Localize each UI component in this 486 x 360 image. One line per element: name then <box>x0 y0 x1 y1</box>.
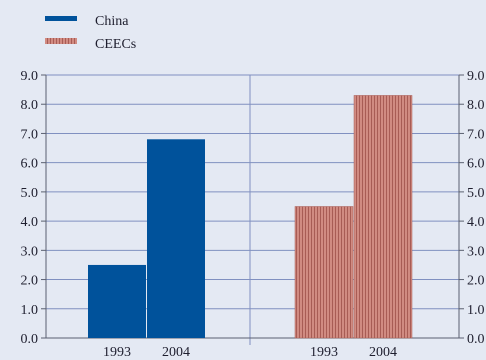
y-tick-label-right: 1.0 <box>467 303 485 318</box>
y-tick-label-right: 2.0 <box>467 274 485 289</box>
x-tick-label: 2004 <box>369 345 397 360</box>
y-tick-label-right: 5.0 <box>467 186 485 201</box>
x-tick-label: 1993 <box>103 345 131 360</box>
legend-label-ceecs: CEECs <box>95 37 136 52</box>
x-tick-label: 2004 <box>162 345 190 360</box>
y-tick-label-right: 9.0 <box>467 69 485 84</box>
y-tick-label-left: 6.0 <box>21 157 39 172</box>
y-tick-label-left: 4.0 <box>21 215 39 230</box>
legend-label-china: China <box>95 14 129 29</box>
legend: China CEECs <box>45 14 136 52</box>
y-ticks-left: 0.0 1.0 2.0 3.0 4.0 5.0 6.0 7.0 8.0 9.0 <box>21 69 46 347</box>
legend-swatch-ceecs <box>45 38 77 44</box>
y-tick-label-right: 7.0 <box>467 127 485 142</box>
y-tick-label-left: 0.0 <box>21 332 39 347</box>
bar-ceecs-2004 <box>353 95 413 339</box>
bar-china-2004 <box>147 139 205 338</box>
bar-ceecs-1993 <box>294 206 354 339</box>
y-tick-label-right: 6.0 <box>467 157 485 172</box>
y-tick-label-left: 1.0 <box>21 303 39 318</box>
y-tick-label-right: 3.0 <box>467 244 485 259</box>
bars <box>88 95 413 339</box>
x-tick-label: 1993 <box>310 345 338 360</box>
y-tick-label-left: 3.0 <box>21 244 39 259</box>
y-ticks-right: 0.0 1.0 2.0 3.0 4.0 5.0 6.0 7.0 8.0 9.0 <box>459 69 485 347</box>
y-tick-label-left: 2.0 <box>21 274 39 289</box>
bar-china-1993 <box>88 264 146 338</box>
y-tick-label-left: 5.0 <box>21 186 39 201</box>
x-tick-labels: 1993 2004 1993 2004 <box>103 345 397 360</box>
legend-swatch-china <box>45 16 77 21</box>
y-tick-label-left: 7.0 <box>21 127 39 142</box>
y-tick-label-left: 8.0 <box>21 98 39 113</box>
y-tick-label-left: 9.0 <box>21 69 39 84</box>
y-tick-label-right: 0.0 <box>467 332 485 347</box>
y-tick-label-right: 4.0 <box>467 215 485 230</box>
y-tick-label-right: 8.0 <box>467 98 485 113</box>
